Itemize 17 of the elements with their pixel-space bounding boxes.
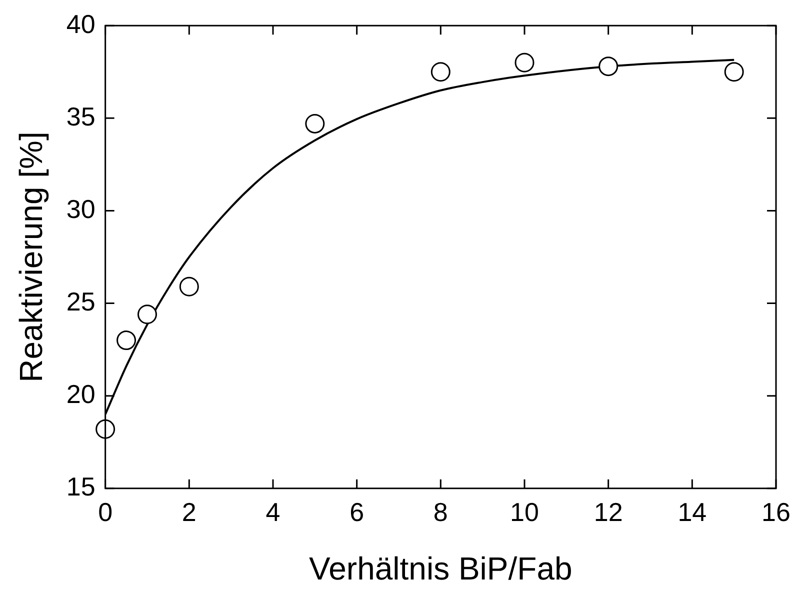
x-tick-label: 0 (98, 497, 113, 528)
x-tick-label: 10 (510, 497, 539, 528)
y-tick-label: 25 (66, 286, 96, 316)
y-tick-label: 40 (66, 8, 96, 39)
x-tick-label: 16 (762, 497, 790, 528)
y-tick-label: 15 (66, 472, 96, 502)
x-tick-label: 2 (182, 497, 196, 528)
x-tick-label: 6 (350, 497, 364, 528)
y-tick-label: 35 (66, 101, 96, 132)
x-tick-label: 4 (266, 497, 280, 528)
y-tick-label: 20 (66, 379, 96, 410)
y-axis-title: Reaktivierung [%] (13, 132, 50, 382)
x-tick-label: 12 (594, 497, 623, 528)
x-tick-label: 8 (433, 497, 448, 528)
x-axis-title: Verhältnis BiP/Fab (309, 550, 572, 587)
y-tick-label: 30 (66, 194, 96, 224)
x-tick-label: 14 (678, 497, 707, 528)
